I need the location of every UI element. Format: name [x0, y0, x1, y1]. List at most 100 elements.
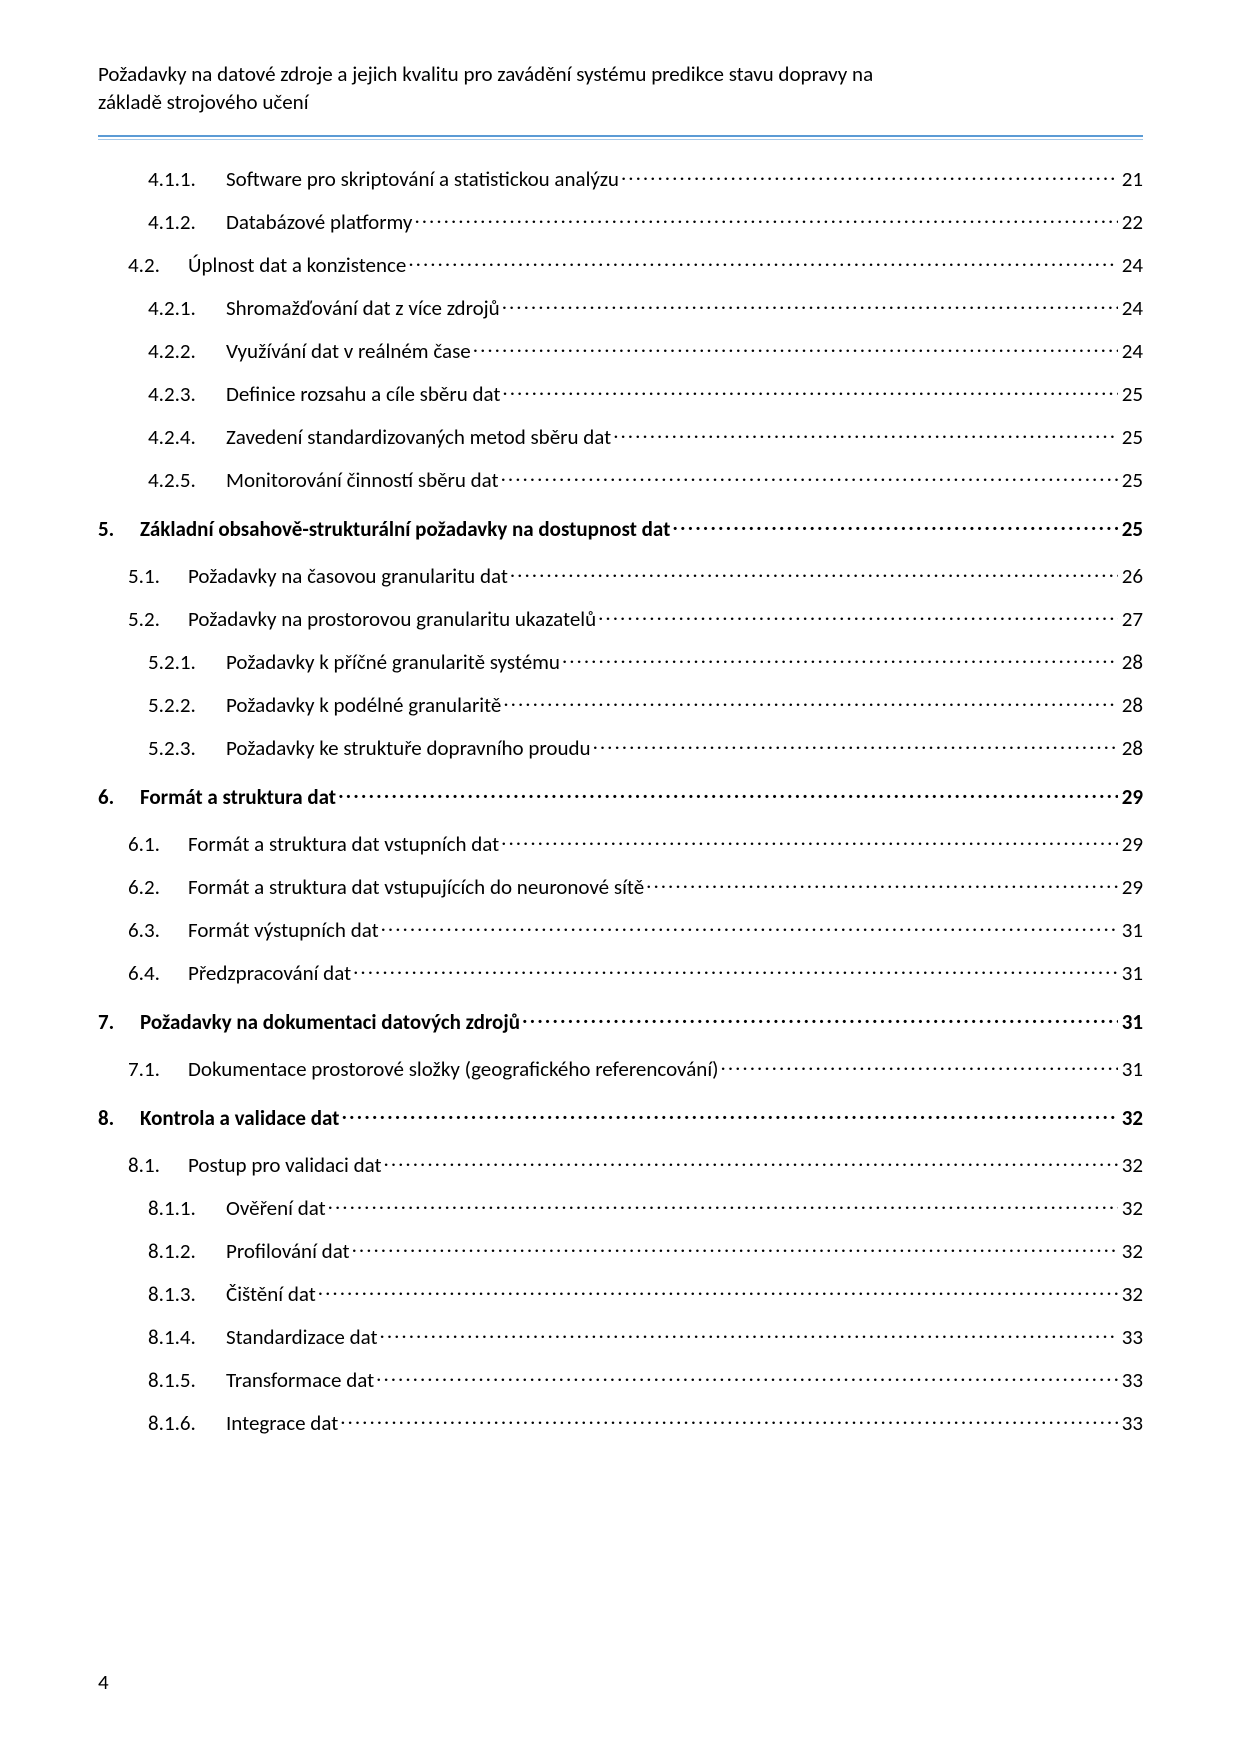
- toc-entry-title: Dokumentace prostorové složky (geografic…: [188, 1056, 719, 1082]
- toc-leader-dots: [352, 1237, 1118, 1258]
- toc-entry-title: Požadavky ke struktuře dopravního proudu: [226, 735, 591, 761]
- toc-entry-page: 32: [1120, 1152, 1143, 1178]
- toc-entry: 4.2.4.Zavedení standardizovaných metod s…: [98, 423, 1143, 450]
- toc-entry-title: Ověření dat: [226, 1195, 326, 1221]
- toc-entry: 7.Požadavky na dokumentaci datových zdro…: [98, 1008, 1143, 1035]
- toc-entry: 8.1.6.Integrace dat 33: [98, 1409, 1143, 1436]
- toc-leader-dots: [672, 515, 1117, 536]
- toc-entry: 6.3.Formát výstupních dat31: [98, 916, 1143, 943]
- toc-entry-title: Formát a struktura dat vstupujících do n…: [188, 874, 644, 900]
- toc-entry: 5.2.Požadavky na prostorovou granularitu…: [98, 605, 1143, 632]
- toc-entry: 7.1.Dokumentace prostorové složky (geogr…: [98, 1055, 1143, 1082]
- toc-leader-dots: [562, 648, 1118, 669]
- toc-entry-number: 4.1.1.: [148, 166, 226, 192]
- toc-entry-title: Kontrola a validace dat: [140, 1105, 339, 1131]
- toc-entry-page: 24: [1120, 252, 1143, 278]
- toc-entry-number: 4.2.3.: [148, 381, 226, 407]
- toc-entry-page: 31: [1120, 960, 1143, 986]
- toc-entry: 8.1.2.Profilování dat32: [98, 1237, 1143, 1264]
- page-number: 4: [98, 1669, 109, 1695]
- toc-leader-dots: [473, 337, 1118, 358]
- toc-entry-number: 4.1.2.: [148, 209, 226, 235]
- toc-leader-dots: [510, 562, 1118, 583]
- toc-entry-number: 5.2.: [128, 606, 188, 632]
- toc-entry-number: 5.1.: [128, 563, 188, 589]
- toc-entry-page: 25: [1120, 381, 1143, 407]
- toc-entry-page: 25: [1120, 424, 1143, 450]
- toc-leader-dots: [318, 1280, 1118, 1301]
- toc-entry-title: Transformace dat: [226, 1367, 374, 1393]
- toc-entry: 8.1.1.Ověření dat32: [98, 1194, 1143, 1221]
- toc-entry-number: 4.2.5.: [148, 467, 226, 493]
- toc-entry-page: 22: [1120, 209, 1143, 235]
- toc-entry-number: 6.: [98, 784, 140, 810]
- toc-entry-number: 5.2.1.: [148, 649, 226, 675]
- toc-entry: 6.Formát a struktura dat29: [98, 783, 1143, 810]
- toc-entry: 4.2.5.Monitorování činností sběru dat 25: [98, 466, 1143, 493]
- toc-entry-title: Postup pro validaci dat: [188, 1152, 382, 1178]
- toc-entry-title: Požadavky na dokumentaci datových zdrojů: [140, 1009, 520, 1035]
- toc-entry: 4.2.1.Shromažďování dat z více zdrojů24: [98, 294, 1143, 321]
- toc-entry: 5.2.3.Požadavky ke struktuře dopravního …: [98, 734, 1143, 761]
- toc-entry-page: 24: [1120, 338, 1143, 364]
- toc-entry-title: Software pro skriptování a statistickou …: [226, 166, 619, 192]
- toc-entry: 5.2.2.Požadavky k podélné granularitě28: [98, 691, 1143, 718]
- toc-entry: 4.1.1.Software pro skriptování a statist…: [98, 165, 1143, 192]
- toc-entry: 6.1.Formát a struktura dat vstupních dat…: [98, 830, 1143, 857]
- toc-entry-page: 31: [1120, 1009, 1143, 1035]
- toc-entry: 5.2.1.Požadavky k příčné granularitě sys…: [98, 648, 1143, 675]
- table-of-contents: 4.1.1.Software pro skriptování a statist…: [98, 165, 1143, 1436]
- toc-entry-page: 21: [1120, 166, 1143, 192]
- toc-entry-title: Integrace dat: [226, 1410, 338, 1436]
- toc-entry-number: 5.2.2.: [148, 692, 226, 718]
- toc-entry-number: 8.1.5.: [148, 1367, 226, 1393]
- toc-entry-title: Základní obsahově-strukturální požadavky…: [140, 516, 670, 542]
- toc-leader-dots: [721, 1055, 1118, 1076]
- toc-entry-page: 33: [1120, 1410, 1143, 1436]
- toc-entry-number: 4.2.4.: [148, 424, 226, 450]
- toc-entry: 8.1.3.Čištění dat32: [98, 1280, 1143, 1307]
- toc-leader-dots: [380, 1323, 1118, 1344]
- header-line-1: Požadavky na datové zdroje a jejich kval…: [98, 61, 873, 87]
- toc-entry-page: 28: [1120, 649, 1143, 675]
- toc-entry-title: Zavedení standardizovaných metod sběru d…: [226, 424, 611, 450]
- toc-entry-number: 4.2.1.: [148, 295, 226, 321]
- toc-leader-dots: [621, 165, 1118, 186]
- toc-leader-dots: [408, 251, 1117, 272]
- toc-entry-number: 8.1.6.: [148, 1410, 226, 1436]
- toc-entry-page: 25: [1120, 467, 1143, 493]
- toc-entry-page: 26: [1120, 563, 1143, 589]
- toc-entry-page: 31: [1120, 1056, 1143, 1082]
- toc-entry: 5.1.Požadavky na časovou granularitu dat…: [98, 562, 1143, 589]
- toc-leader-dots: [502, 380, 1117, 401]
- toc-entry-page: 32: [1120, 1281, 1143, 1307]
- toc-entry-number: 8.1.1.: [148, 1195, 226, 1221]
- toc-entry-title: Monitorování činností sběru dat: [226, 467, 499, 493]
- toc-entry-number: 7.1.: [128, 1056, 188, 1082]
- toc-entry-page: 28: [1120, 735, 1143, 761]
- toc-entry-number: 5.: [98, 516, 140, 542]
- toc-entry-title: Požadavky k příčné granularitě systému: [226, 649, 560, 675]
- toc-entry-number: 8.: [98, 1105, 140, 1131]
- toc-entry-title: Formát výstupních dat: [188, 917, 379, 943]
- toc-entry-title: Formát a struktura dat vstupních dat: [188, 831, 499, 857]
- toc-entry-page: 25: [1120, 516, 1143, 542]
- toc-entry: 8.1.5.Transformace dat33: [98, 1366, 1143, 1393]
- toc-entry-title: Databázové platformy: [226, 209, 412, 235]
- toc-entry: 4.2.3.Definice rozsahu a cíle sběru dat2…: [98, 380, 1143, 407]
- toc-entry-number: 7.: [98, 1009, 140, 1035]
- toc-leader-dots: [338, 783, 1118, 804]
- toc-leader-dots: [501, 466, 1118, 487]
- toc-leader-dots: [341, 1104, 1117, 1125]
- toc-entry-page: 33: [1120, 1324, 1143, 1350]
- header-rule: [98, 135, 1143, 141]
- toc-leader-dots: [593, 734, 1118, 755]
- toc-entry-number: 4.2.: [128, 252, 188, 278]
- toc-entry-title: Úplnost dat a konzistence: [188, 252, 406, 278]
- page-header: Požadavky na datové zdroje a jejich kval…: [98, 60, 1143, 117]
- toc-leader-dots: [502, 294, 1118, 315]
- toc-entry-page: 32: [1120, 1105, 1143, 1131]
- toc-leader-dots: [613, 423, 1118, 444]
- toc-entry: 8.Kontrola a validace dat 32: [98, 1104, 1143, 1131]
- toc-leader-dots: [353, 959, 1118, 980]
